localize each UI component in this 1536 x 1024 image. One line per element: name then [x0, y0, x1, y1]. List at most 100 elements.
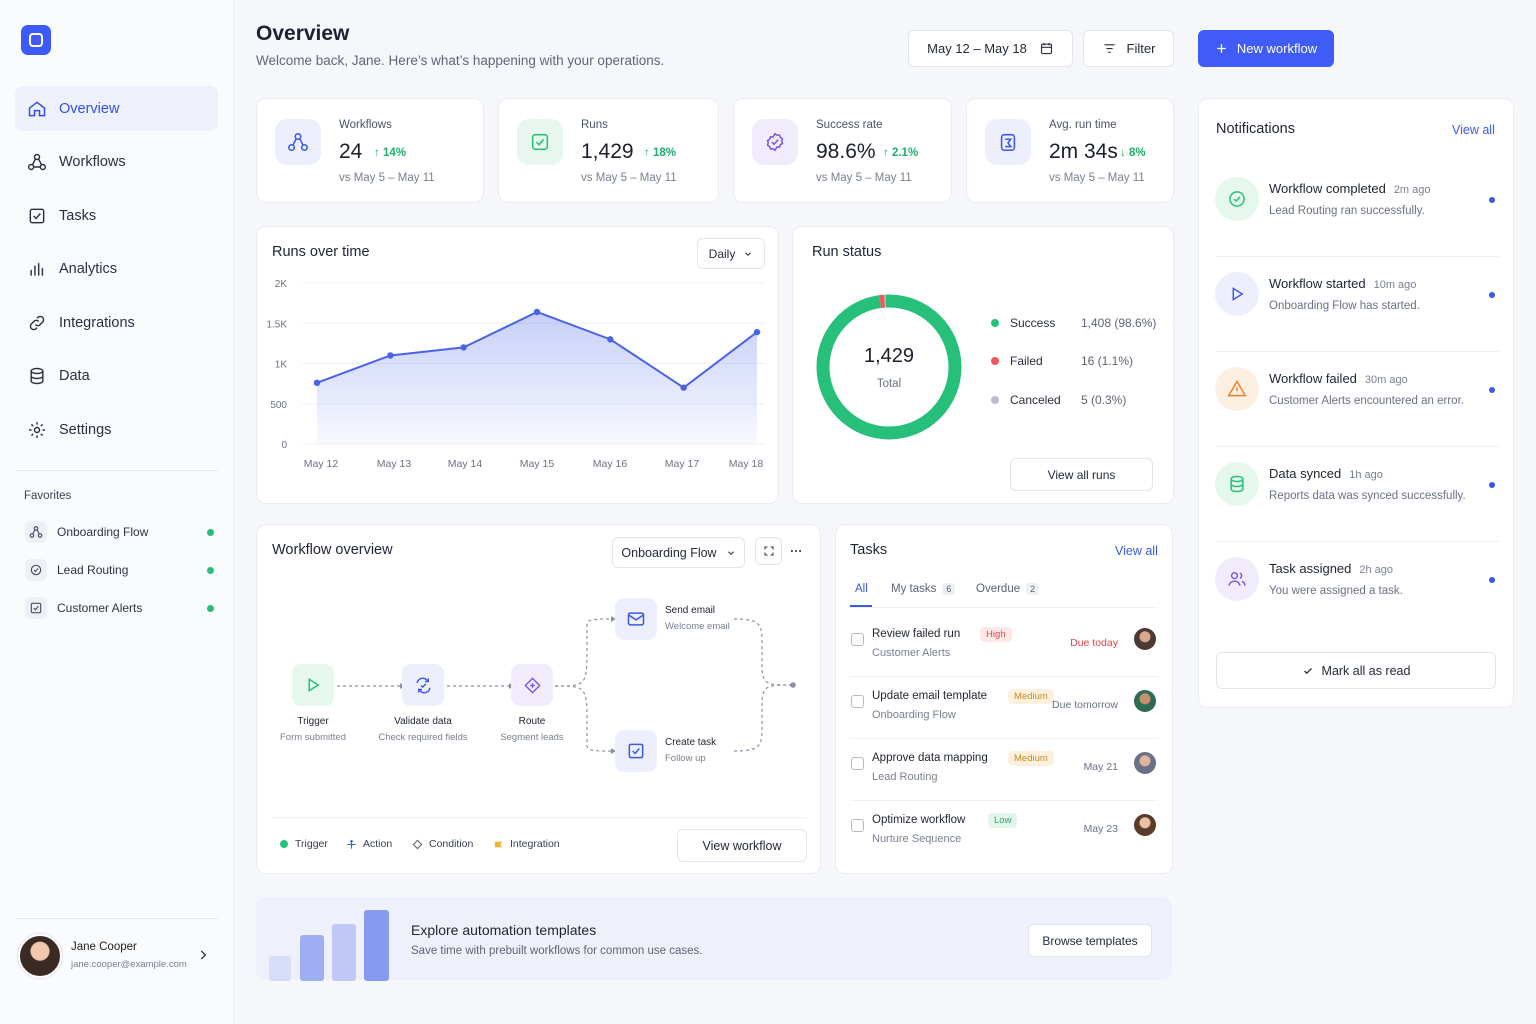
data-point — [753, 328, 761, 336]
stat-card-avg-run-time: Avg. run time 2m 34s ↓ 8% vs May 5 – May… — [966, 98, 1174, 203]
tab-overdue[interactable]: Overdue 2 — [976, 583, 1040, 595]
filter-button[interactable]: Filter — [1083, 30, 1174, 67]
date-range-picker[interactable]: May 12 – May 18 — [908, 30, 1073, 67]
sidebar: Overview Workflows Tasks Analytics Integ… — [0, 0, 234, 1024]
legend-trigger: Trigger — [280, 838, 328, 850]
favorite-label: Lead Routing — [57, 563, 129, 577]
database-icon — [1215, 462, 1259, 506]
tasks-card: Tasks View all All My tasks 6 Overdue 2 … — [835, 524, 1173, 874]
database-icon — [30, 368, 44, 385]
sidebar-item-label: Overview — [59, 100, 120, 117]
node-label: Send email — [665, 605, 716, 616]
legend-dot — [991, 396, 999, 404]
sidebar-item-overview[interactable]: Overview — [15, 86, 218, 131]
plus-icon — [1217, 44, 1226, 53]
task-checkbox[interactable] — [851, 757, 864, 770]
sidebar-item-settings[interactable]: Settings — [15, 408, 218, 453]
data-point — [313, 379, 321, 387]
checkbox-icon — [29, 208, 45, 224]
legend-value: 5 (0.3%) — [1081, 393, 1127, 407]
workflow-overview-card: Workflow overview Onboarding Flow Trigge… — [256, 524, 821, 874]
notification-time: 30m ago — [1364, 374, 1408, 386]
sidebar-item-label: Workflows — [59, 154, 126, 171]
user-profile[interactable]: Jane Cooper jane.cooper@example.com — [18, 934, 218, 980]
notifications-view-all-link[interactable]: View all — [1452, 123, 1495, 137]
node-label: Validate data — [394, 716, 452, 727]
legend-dot — [991, 319, 999, 327]
tab-all[interactable]: All — [855, 583, 868, 595]
tasks-view-all-link[interactable]: View all — [1115, 544, 1158, 558]
data-point — [533, 308, 541, 316]
workflow-connectors — [337, 616, 796, 754]
task-checkbox[interactable] — [851, 633, 864, 646]
task-row[interactable]: Review failed run High Customer Alerts D… — [850, 615, 1158, 677]
notification-item[interactable]: Workflow completed 2m ago Lead Routing ra… — [1215, 162, 1499, 257]
workflow-node-create-task[interactable] — [615, 730, 657, 772]
notification-item[interactable]: Workflow started 10m ago Onboarding Flow … — [1215, 257, 1499, 352]
chevron-down-icon — [745, 251, 752, 256]
y-tick-label: 1K — [275, 360, 288, 371]
notification-desc: Onboarding Flow has started. — [1269, 300, 1420, 312]
task-project: Onboarding Flow — [872, 709, 956, 721]
notification-item[interactable]: Workflow failed 30m ago Customer Alerts e… — [1215, 352, 1499, 447]
avatar — [1134, 814, 1156, 836]
favorite-item-customer-alerts[interactable]: Customer Alerts — [15, 593, 218, 623]
favorites-heading: Favorites — [24, 490, 72, 502]
x-tick-label: May 16 — [593, 458, 628, 470]
more-button[interactable] — [782, 537, 809, 565]
more-icon — [790, 549, 801, 553]
task-row[interactable]: Optimize workflow Low Nurture Sequence M… — [850, 801, 1158, 863]
tab-my-tasks[interactable]: My tasks 6 — [891, 583, 956, 595]
legend-failed: Failed — [991, 354, 1043, 368]
sidebar-item-workflows[interactable]: Workflows — [15, 140, 218, 185]
node-label: Trigger — [297, 716, 329, 727]
workflow-node-send-email[interactable] — [615, 598, 657, 640]
node-sublabel: Check required fields — [378, 732, 468, 743]
browse-templates-button[interactable]: Browse templates — [1028, 924, 1152, 957]
notification-time: 1h ago — [1349, 469, 1383, 481]
task-checkbox[interactable] — [851, 819, 864, 832]
sidebar-item-analytics[interactable]: Analytics — [15, 247, 218, 292]
view-all-runs-button[interactable]: View all runs — [1010, 458, 1153, 491]
link-icon — [29, 315, 45, 331]
task-row[interactable]: Approve data mapping Medium Lead Routing… — [850, 739, 1158, 801]
date-range-label: May 12 – May 18 — [927, 41, 1027, 56]
task-title: Update email template — [872, 690, 988, 702]
workflow-select[interactable]: Onboarding Flow — [612, 537, 745, 568]
donut-segment-success — [816, 294, 962, 440]
user-email: jane.cooper@example.com — [71, 959, 187, 970]
node-sublabel: Form submitted — [280, 732, 346, 743]
unread-dot — [1489, 387, 1495, 393]
node-sublabel: Follow up — [665, 753, 706, 764]
avatar — [1134, 628, 1156, 650]
status-dot — [207, 529, 214, 536]
new-workflow-button[interactable]: New workflow — [1198, 30, 1334, 67]
sidebar-item-data[interactable]: Data — [15, 354, 218, 399]
sidebar-item-integrations[interactable]: Integrations — [15, 300, 218, 345]
sidebar-item-tasks[interactable]: Tasks — [15, 193, 218, 238]
favorite-label: Onboarding Flow — [57, 525, 149, 539]
task-checkbox[interactable] — [851, 695, 864, 708]
notification-item[interactable]: Task assigned 2h ago You were assigned a … — [1215, 542, 1499, 637]
workflow-node-route[interactable] — [511, 664, 553, 706]
stat-label: Workflows — [339, 119, 392, 131]
notification-desc: Reports data was synced successfully. — [1269, 490, 1466, 502]
chevron-right-icon[interactable] — [196, 948, 210, 962]
app-logo[interactable] — [21, 25, 51, 55]
expand-button[interactable] — [755, 537, 782, 565]
mark-all-read-button[interactable]: Mark all as read — [1216, 652, 1496, 689]
view-workflow-button[interactable]: View workflow — [677, 829, 807, 862]
notification-item[interactable]: Data synced 1h ago Reports data was synce… — [1215, 447, 1499, 542]
favorite-item-lead-routing[interactable]: Lead Routing — [15, 555, 218, 585]
favorite-item-onboarding-flow[interactable]: Onboarding Flow — [15, 517, 218, 547]
x-tick-label: May 14 — [448, 458, 483, 470]
workflow-node-trigger[interactable] — [292, 664, 334, 706]
check-icon — [1303, 667, 1312, 674]
home-icon — [28, 100, 46, 116]
workflow-node-validate[interactable] — [402, 664, 444, 706]
task-row[interactable]: Update email template Medium Onboarding … — [850, 677, 1158, 739]
period-select[interactable]: Daily — [697, 238, 765, 269]
data-point — [387, 352, 394, 359]
page-title: Overview — [256, 22, 350, 45]
badge-check-icon — [752, 119, 798, 165]
